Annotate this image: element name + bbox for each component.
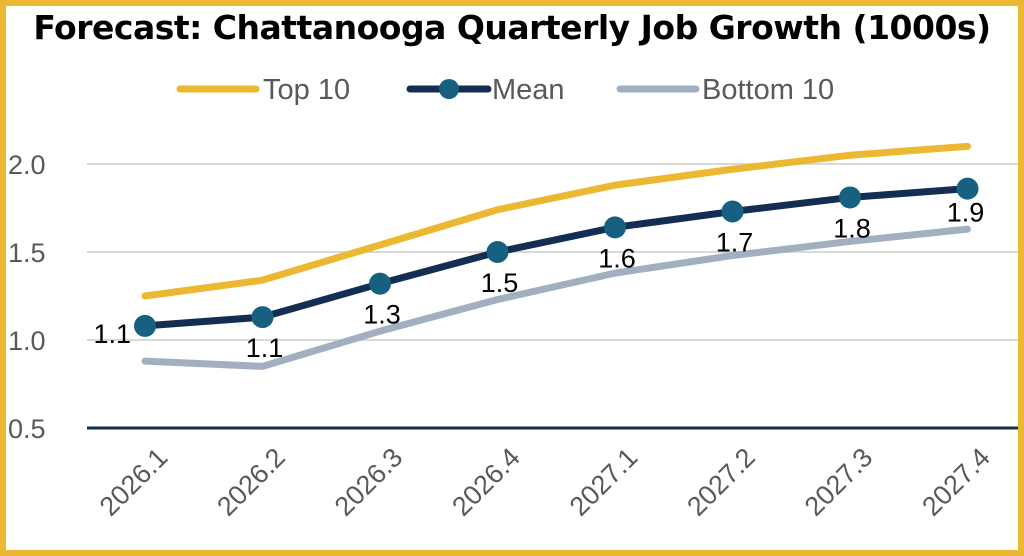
legend: Top 10 Mean Bottom 10 [176, 74, 834, 106]
chart-title: Forecast: Chattanooga Quarterly Job Grow… [33, 8, 991, 47]
y-tick-label: 1.5 [8, 238, 46, 268]
series-group [134, 142, 979, 370]
series-line-bottom-10 [141, 225, 971, 370]
data-label: 1.1 [93, 319, 131, 349]
gridlines [87, 163, 1018, 430]
x-tick-label: 2027.3 [799, 442, 879, 522]
data-point-marker [134, 314, 156, 337]
data-label: 1.1 [246, 333, 284, 363]
legend-label: Top 10 [263, 74, 350, 106]
data-point-marker [839, 186, 861, 209]
data-point-marker [251, 306, 274, 329]
data-label: 1.3 [363, 300, 401, 330]
legend-label: Bottom 10 [702, 74, 834, 106]
y-tick-label: 2.0 [8, 150, 46, 180]
data-point-marker [486, 241, 509, 263]
data-point-marker [956, 177, 979, 200]
legend-item: Mean [406, 74, 565, 106]
data-label: 1.7 [716, 228, 754, 258]
x-tick-label: 2027.4 [916, 442, 996, 522]
data-point-marker [369, 272, 391, 295]
legend-item: Bottom 10 [616, 74, 834, 106]
series-line-top-10 [141, 142, 971, 300]
y-tick-label: 1.0 [8, 326, 46, 356]
data-label: 1.8 [833, 213, 871, 243]
x-axis-ticks: 2026.1 2026.2 2026.3 2026.4 2027.1 2027.2 2027… [94, 442, 996, 522]
data-label: 1.9 [947, 198, 985, 228]
x-tick-label: 2026.3 [329, 442, 409, 522]
legend-label: Mean [492, 74, 565, 106]
x-tick-label: 2026.4 [446, 442, 526, 522]
data-labels: 1.1 1.1 1.3 1.5 1.6 1.7 1.8 1.9 [93, 198, 984, 363]
x-tick-label: 2027.1 [564, 442, 644, 522]
y-tick-label: 0.5 [8, 414, 46, 444]
data-point-marker [721, 200, 744, 223]
x-tick-label: 2027.2 [681, 442, 761, 522]
data-label: 1.6 [598, 243, 636, 273]
legend-marker [439, 79, 459, 99]
y-axis-ticks: 0.5 1.0 1.5 2.0 [8, 150, 46, 444]
data-label: 1.5 [481, 268, 519, 298]
legend-item: Top 10 [176, 74, 350, 106]
data-point-marker [604, 216, 626, 239]
x-tick-label: 2026.2 [211, 442, 291, 522]
x-tick-label: 2026.1 [94, 442, 174, 522]
series-line-mean [141, 185, 971, 330]
